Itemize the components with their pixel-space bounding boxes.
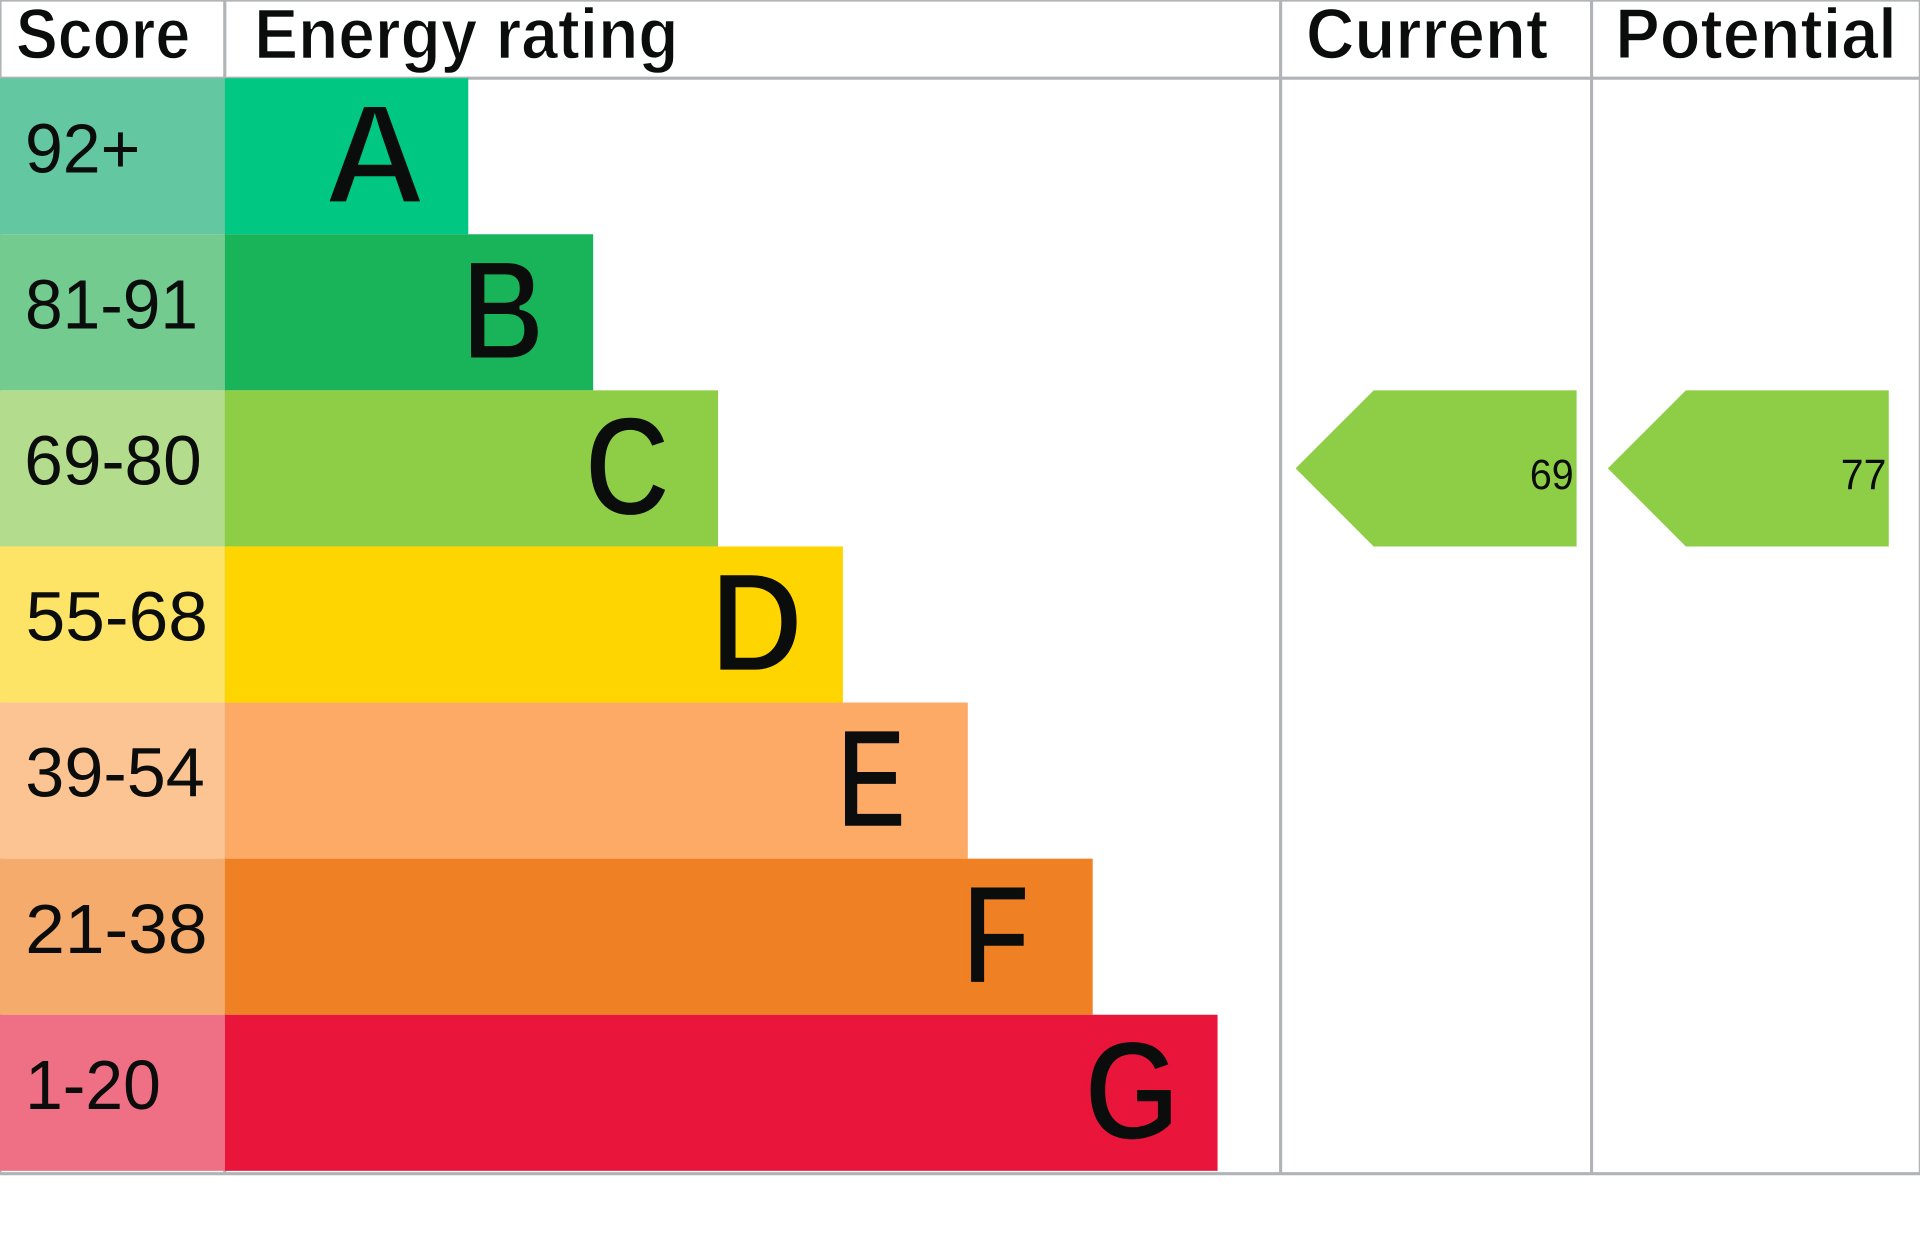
svg-text:D: D <box>710 544 804 703</box>
svg-text:77: 77 <box>1841 451 1887 499</box>
svg-text:Potential: Potential <box>1615 0 1897 74</box>
svg-text:A: A <box>323 75 426 234</box>
svg-text:92+: 92+ <box>25 109 140 187</box>
svg-text:B: B <box>462 231 545 390</box>
svg-text:F: F <box>962 856 1031 1015</box>
svg-text:Energy rating: Energy rating <box>254 0 678 74</box>
svg-text:69-80: 69-80 <box>24 421 201 499</box>
svg-text:C: C <box>584 388 670 547</box>
svg-text:39-54: 39-54 <box>25 734 205 812</box>
svg-text:69: 69 <box>1530 451 1574 499</box>
svg-text:21-38: 21-38 <box>25 890 207 968</box>
svg-text:1-20: 1-20 <box>25 1046 161 1124</box>
svg-text:E: E <box>836 700 906 859</box>
svg-text:G: G <box>1084 1012 1180 1171</box>
svg-text:Current: Current <box>1306 0 1548 74</box>
svg-text:55-68: 55-68 <box>26 578 208 656</box>
svg-text:Score: Score <box>16 0 190 74</box>
svg-text:81-91: 81-91 <box>25 265 198 343</box>
